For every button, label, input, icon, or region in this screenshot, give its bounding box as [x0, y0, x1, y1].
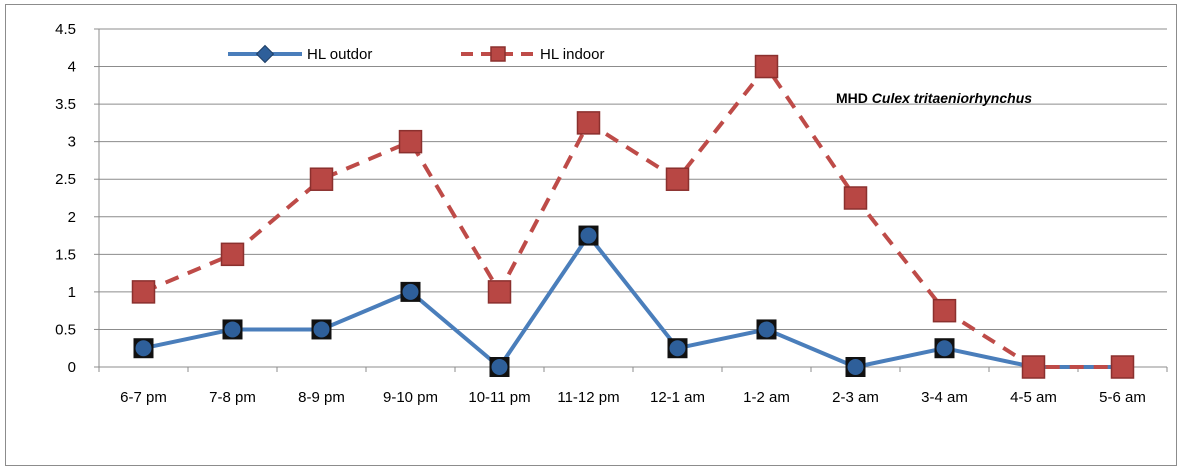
data-point-hl-indoor — [843, 186, 868, 210]
y-tick-label: 2.5 — [55, 171, 76, 188]
y-tick-label: 1 — [68, 284, 76, 301]
x-tick-label: 9-10 pm — [383, 389, 438, 406]
data-point-hl-outdor — [313, 321, 330, 338]
y-tick-label: 0 — [68, 359, 76, 376]
x-tick-label: 8-9 pm — [298, 389, 345, 406]
legend: HL outdor HL indoor — [228, 44, 604, 64]
data-point-hl-indoor — [576, 111, 601, 135]
x-tick-label: 1-2 am — [743, 389, 790, 406]
legend-label-hl-outdor: HL outdor — [307, 46, 372, 63]
x-tick-label: 6-7 pm — [120, 389, 167, 406]
data-point-hl-outdor — [135, 340, 152, 357]
data-point-hl-indoor — [309, 167, 334, 191]
series-layer — [131, 54, 1135, 379]
data-point-hl-indoor — [131, 280, 156, 304]
x-tick-label: 2-3 am — [832, 389, 879, 406]
data-point-hl-indoor — [1110, 355, 1135, 379]
data-point-hl-outdor — [580, 227, 597, 244]
y-tick-label: 3.5 — [55, 96, 76, 113]
data-point-hl-outdor — [402, 283, 419, 300]
legend-marker-hl-outdor — [255, 44, 275, 64]
chart-annotation: MHD Culex tritaeniorhynchus — [836, 90, 1032, 106]
y-tick-labels: 0 0.5 1 1.5 2 2.5 3 3.5 4 4.5 — [55, 21, 76, 376]
x-tick-label: 11-12 pm — [557, 389, 619, 406]
legend-label-hl-indoor: HL indoor — [540, 46, 604, 63]
annotation-species: Culex tritaeniorhynchus — [872, 90, 1032, 106]
legend-marker-hl-indoor — [490, 46, 506, 62]
data-point-hl-indoor — [220, 242, 245, 267]
x-tick-labels: 6-7 pm 7-8 pm 8-9 pm 9-10 pm 10-11 pm 11-12 p… — [120, 389, 1146, 406]
data-point-hl-outdor — [758, 321, 775, 338]
data-point-hl-outdor — [491, 359, 508, 375]
axes — [94, 28, 1168, 372]
y-tick-label: 2 — [68, 209, 76, 226]
x-tick-label: 5-6 am — [1099, 389, 1146, 406]
y-tick-label: 0.5 — [55, 321, 76, 338]
y-tick-label: 1.5 — [55, 246, 76, 263]
y-tick-label: 3 — [68, 134, 76, 151]
x-tick-label: 10-11 pm — [468, 389, 530, 406]
y-tick-label: 4.5 — [55, 21, 76, 38]
annotation-prefix: MHD — [836, 90, 872, 106]
data-point-hl-indoor — [487, 280, 512, 304]
data-point-hl-indoor — [398, 129, 423, 154]
data-point-hl-outdor — [936, 340, 953, 357]
x-tick-label: 12-1 am — [650, 389, 705, 406]
data-point-hl-indoor — [754, 54, 779, 79]
data-point-hl-outdor — [669, 340, 686, 357]
series-line-hl-indoor — [142, 64, 1123, 369]
y-tick-label: 4 — [68, 59, 76, 76]
data-point-hl-indoor — [932, 298, 957, 323]
series-line-hl-outdor — [143, 233, 1123, 369]
data-point-hl-indoor — [1021, 355, 1046, 379]
data-point-hl-indoor — [665, 167, 690, 191]
x-tick-label: 7-8 pm — [209, 389, 256, 406]
x-tick-label: 3-4 am — [921, 389, 968, 406]
data-point-hl-outdor — [224, 321, 241, 338]
gridlines — [99, 28, 1167, 330]
data-point-hl-outdor — [847, 359, 864, 375]
x-tick-label: 4-5 am — [1010, 389, 1057, 406]
